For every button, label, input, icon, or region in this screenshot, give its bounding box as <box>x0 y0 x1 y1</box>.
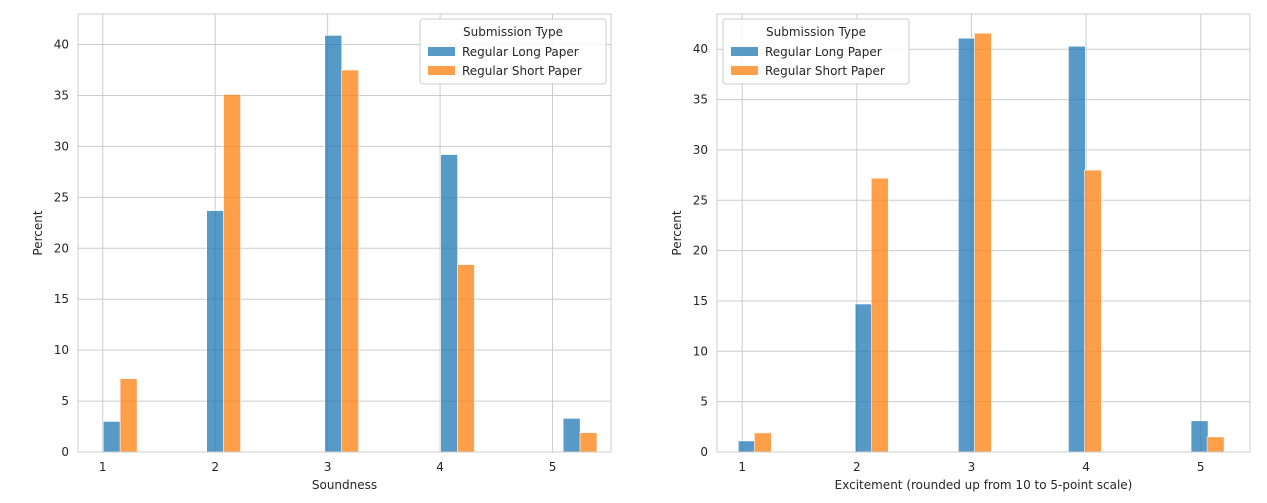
legend-label-short: Regular Short Paper <box>462 64 582 78</box>
bar-long-2 <box>206 210 224 453</box>
bar-short-3 <box>341 69 359 453</box>
bar-short-1 <box>119 378 138 453</box>
bar-short-4 <box>1084 169 1102 453</box>
y-tick-label: 5 <box>61 394 69 408</box>
x-tick-label: 4 <box>1082 460 1090 474</box>
bar-long-3 <box>324 35 343 453</box>
x-tick-label: 5 <box>549 460 557 474</box>
bar-short-2 <box>223 94 241 453</box>
bar-short-4 <box>457 264 475 453</box>
y-tick-label: 0 <box>61 445 69 459</box>
y-tick-label: 20 <box>693 244 708 258</box>
legend-title: Submission Type <box>766 25 866 39</box>
bar-long-2 <box>854 303 873 453</box>
x-tick-label: 3 <box>324 460 332 474</box>
bar-long-5 <box>1190 420 1209 453</box>
bar-long-4 <box>1068 45 1086 453</box>
legend-swatch-long <box>731 47 758 56</box>
x-axis-label: Excitement (rounded up from 10 to 5-poin… <box>835 478 1133 492</box>
legend-title: Submission Type <box>463 25 563 39</box>
bar-short-1 <box>754 432 772 453</box>
bar-short-5 <box>1206 436 1225 453</box>
legend: Submission Type Regular Long Paper Regular… <box>419 18 607 85</box>
bar-long-4 <box>440 154 458 453</box>
chart-2: 0 5 10 15 20 25 30 35 40 1 2 3 4 5 Excitement (rounded… <box>670 13 1251 492</box>
y-tick-label: 40 <box>54 38 69 52</box>
x-tick-label: 5 <box>1197 460 1205 474</box>
plot-frame <box>77 13 612 453</box>
y-tick-label: 30 <box>54 139 69 153</box>
x-tick-label: 1 <box>738 460 746 474</box>
plot-frame <box>716 13 1251 453</box>
y-axis-label: Percent <box>31 210 45 255</box>
bar-short-2 <box>870 177 889 453</box>
legend-swatch-short <box>428 66 455 75</box>
legend: Submission Type Regular Long Paper Regular… <box>722 18 910 85</box>
y-tick-label: 25 <box>693 193 708 207</box>
legend-swatch-long <box>428 47 455 56</box>
chart-1: 0 5 10 15 20 25 30 35 40 1 2 3 4 5 Soundness Percent Sub… <box>31 13 612 492</box>
y-tick-label: 25 <box>54 190 69 204</box>
bar-long-1 <box>738 440 756 453</box>
legend-label-long: Regular Long Paper <box>462 45 579 59</box>
legend-label-long: Regular Long Paper <box>765 45 882 59</box>
y-tick-label: 30 <box>693 143 708 157</box>
y-tick-label: 10 <box>693 344 708 358</box>
y-axis-label: Percent <box>670 210 684 255</box>
y-tick-label: 5 <box>700 395 708 409</box>
x-tick-label: 2 <box>211 460 219 474</box>
bar-short-3 <box>974 32 992 453</box>
x-tick-label: 3 <box>968 460 976 474</box>
bar-long-5 <box>562 418 581 453</box>
y-tick-label: 35 <box>693 93 708 107</box>
y-tick-label: 15 <box>54 292 69 306</box>
bar-short-5 <box>579 432 598 453</box>
legend-label-short: Regular Short Paper <box>765 64 885 78</box>
legend-box <box>722 18 910 85</box>
bar-long-1 <box>102 421 121 453</box>
legend-swatch-short <box>731 66 758 75</box>
y-tick-label: 0 <box>700 445 708 459</box>
x-tick-label: 1 <box>99 460 107 474</box>
y-tick-label: 35 <box>54 88 69 102</box>
legend-box <box>419 18 607 85</box>
bar-long-3 <box>958 37 976 453</box>
y-tick-label: 10 <box>54 343 69 357</box>
x-axis-label: Soundness <box>312 478 377 492</box>
x-tick-label: 4 <box>436 460 444 474</box>
x-tick-label: 2 <box>853 460 861 474</box>
y-tick-label: 20 <box>54 241 69 255</box>
y-tick-label: 40 <box>693 42 708 56</box>
y-tick-label: 15 <box>693 294 708 308</box>
